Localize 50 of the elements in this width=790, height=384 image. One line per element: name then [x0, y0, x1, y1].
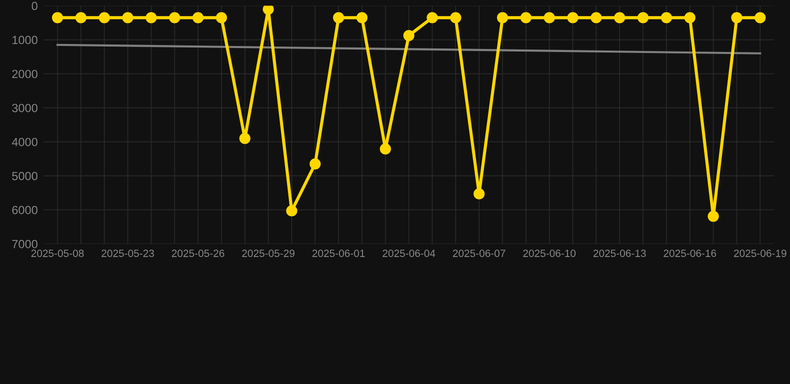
- point: [98, 12, 110, 24]
- point: [333, 12, 344, 24]
- point: [286, 205, 298, 216]
- x-tick-label: 2025-06-07: [452, 250, 506, 258]
- x-tick-label: 2025-06-04: [382, 250, 436, 258]
- point: [52, 12, 64, 24]
- point: [684, 12, 696, 24]
- point: [380, 143, 391, 155]
- y-tick-label: 2000: [12, 70, 38, 78]
- x-tick-label: 2025-06-19: [734, 250, 786, 258]
- point: [590, 12, 602, 24]
- y-tick-label: 5000: [12, 172, 38, 180]
- point: [403, 30, 414, 42]
- y-tick-label: 6000: [12, 206, 38, 214]
- point: [122, 12, 134, 24]
- x-tick-label: 2025-05-08: [31, 250, 84, 258]
- x-tick-label: 2025-05-29: [242, 250, 294, 258]
- point: [310, 158, 321, 170]
- point: [496, 12, 508, 24]
- point: [450, 12, 462, 24]
- point: [239, 132, 250, 144]
- x-tick-label: 2025-06-13: [594, 250, 646, 258]
- y-tick-label: 4000: [12, 138, 38, 146]
- point: [637, 12, 649, 24]
- point: [192, 12, 204, 24]
- x-tick-label: 2025-06-10: [523, 250, 576, 258]
- point: [660, 12, 672, 24]
- point: [356, 12, 368, 24]
- point: [520, 12, 532, 24]
- point: [544, 12, 555, 24]
- point: [75, 12, 86, 24]
- point: [731, 12, 742, 24]
- point: [426, 12, 438, 24]
- y-tick-label: 7000: [12, 240, 38, 248]
- point: [262, 6, 274, 15]
- y-tick-label: 1000: [12, 36, 38, 44]
- y-tick-label: 3000: [12, 104, 38, 112]
- point: [216, 12, 228, 24]
- point: [754, 12, 766, 24]
- point: [567, 12, 578, 24]
- point: [614, 12, 626, 24]
- point: [169, 12, 180, 24]
- x-tick-label: 2025-06-16: [664, 250, 716, 258]
- x-tick-label: 2025-06-01: [312, 250, 365, 258]
- point: [708, 210, 719, 222]
- y-tick-label: 0: [32, 2, 38, 10]
- point: [146, 12, 157, 24]
- point: [474, 188, 485, 200]
- x-tick-label: 2025-05-26: [172, 250, 224, 258]
- x-tick-label: 2025-05-23: [102, 250, 154, 258]
